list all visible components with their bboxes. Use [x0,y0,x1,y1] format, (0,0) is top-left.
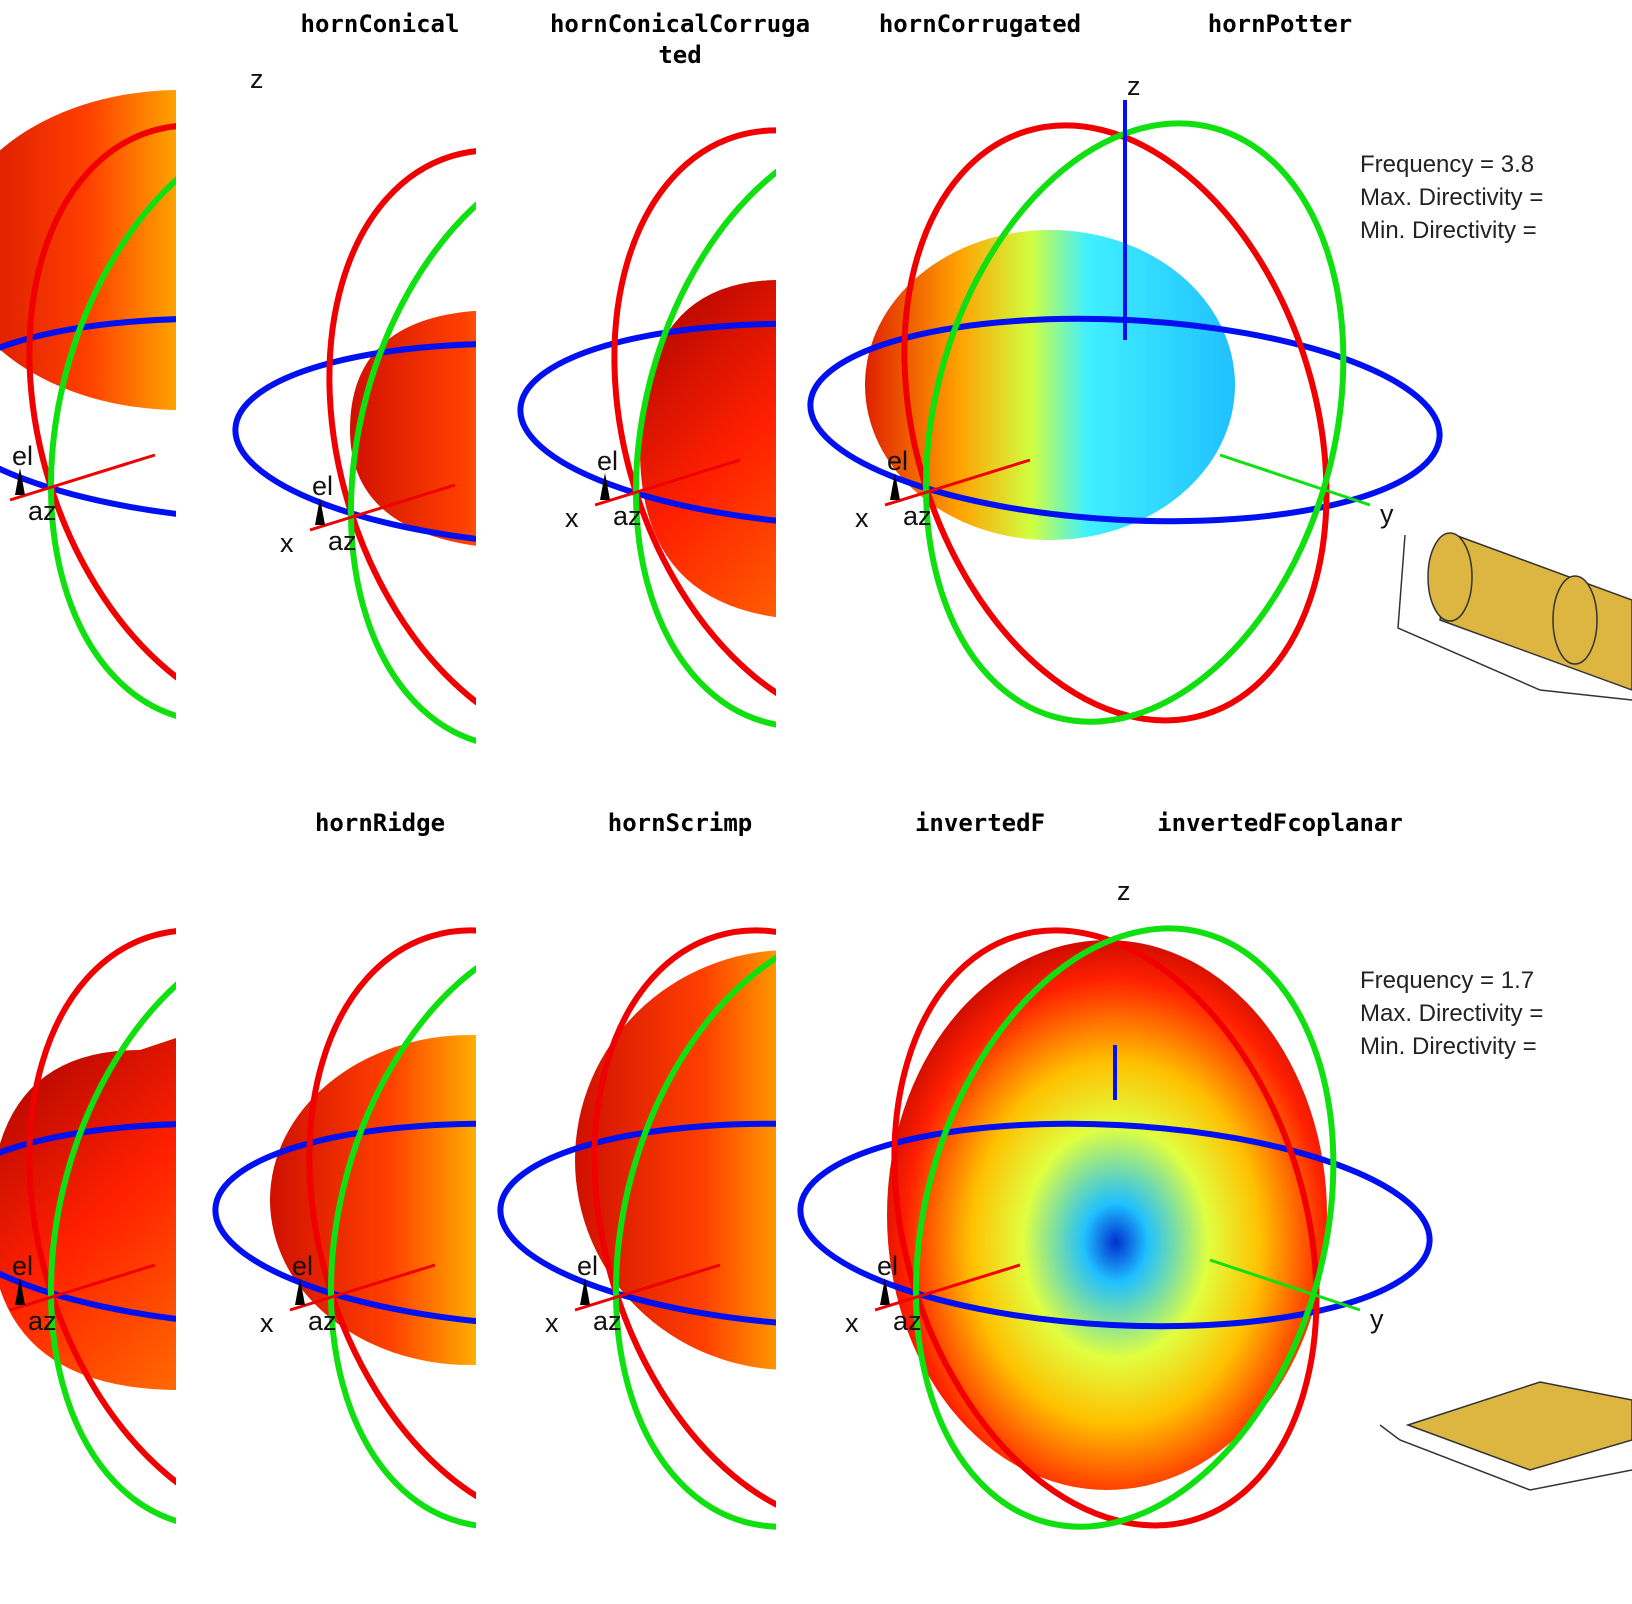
axis-label-x: x [845,1308,859,1338]
axis-label-x: x [855,503,869,533]
radiation-pattern [640,280,776,617]
antenna-plate [1379,1381,1632,1491]
antenna-cylinder [1397,532,1632,701]
pattern-info: Frequency = 3.8 [1360,151,1534,178]
origin-marker [315,498,325,525]
pattern-info: Min. Directivity = [1360,1033,1537,1060]
origin-marker [890,473,900,500]
pattern-info: Min. Directivity = [1360,217,1537,244]
pattern-plot: el az x y z [797,876,1433,1530]
x-axis [874,1263,1021,1312]
azimuth-circle [807,315,1443,525]
radiation-pattern [575,950,776,1370]
elevation-circle-y [47,925,176,1530]
axis-label-z: z [1117,876,1131,906]
axis-label-y: y [1370,1304,1384,1334]
axis-label-x: x [280,528,294,558]
origin-marker [600,473,610,500]
axis-label-az: az [903,501,932,531]
panel-title: hornCorrugated [879,10,1081,38]
panel-title: invertedFcoplanar [1157,809,1403,837]
elevation-circle-y [922,120,1347,725]
axis-label-el: el [312,471,333,501]
panel-title: hornConicalCorruga [550,10,810,38]
pattern-plot: el az x z [232,64,476,750]
azimuth-circle [497,1120,776,1330]
y-axis [1219,453,1371,507]
x-axis [289,1263,436,1312]
origin-marker [295,1278,305,1305]
azimuth-circle [517,320,776,530]
origin-marker [15,1278,25,1305]
panel-title: ted [658,41,701,69]
pattern-plot: el az x [517,125,776,730]
elevation-circle-y [47,120,176,725]
pattern-plot: el az x [497,925,776,1530]
axis-label-el: el [597,446,618,476]
radiation-pattern [270,1035,476,1365]
x-axis [9,1263,156,1312]
axis-label-z: z [250,64,264,94]
axis-label-el: el [292,1251,313,1281]
x-axis [9,453,156,502]
elevation-circle-y [912,925,1337,1530]
pattern-info: Max. Directivity = [1360,184,1543,211]
axis-label-el: el [877,1251,898,1281]
x-axis [594,458,741,507]
azimuth-circle [232,340,476,550]
axis-label-az: az [613,501,642,531]
panel-title: invertedF [915,809,1045,837]
pattern-info: Max. Directivity = [1360,1000,1543,1027]
axis-label-x: x [545,1308,559,1338]
origin-marker [880,1278,890,1305]
axis-label-az: az [28,496,57,526]
axis-label-z: z [1127,71,1141,101]
x-axis [309,483,456,532]
x-axis [574,1263,721,1312]
axis-label-az: az [28,1306,57,1336]
axis-label-el: el [577,1251,598,1281]
panel-title: hornRidge [315,809,445,837]
pattern-plot: el az x y z [807,71,1443,725]
origin-marker [580,1278,590,1305]
axis-label-x: x [565,503,579,533]
radiation-pattern [0,90,176,410]
azimuth-circle [212,1120,476,1330]
azimuth-circle [797,1120,1433,1330]
panel-title: hornScrimp [608,809,753,837]
axis-label-az: az [308,1306,337,1336]
axis-label-y: y [1380,499,1394,529]
elevation-circle-y [612,925,776,1530]
origin-marker [15,468,25,495]
axis-label-x: x [260,1308,274,1338]
axis-label-az: az [893,1306,922,1336]
panel-title: hornPotter [1208,10,1353,38]
axis-label-az: az [328,526,357,556]
pattern-plot: el az x [212,925,476,1530]
elevation-circle-y [327,925,476,1530]
axis-label-el: el [12,1251,33,1281]
panels: elazxelazxzelazxelazxyzhornConicalhornCo… [0,10,1543,1530]
pattern-info: Frequency = 1.7 [1360,967,1534,994]
radiation-pattern [887,940,1327,1490]
axis-label-az: az [593,1306,622,1336]
x-axis [884,458,1031,507]
axis-label-el: el [12,441,33,471]
axis-label-el: el [887,446,908,476]
panel-title: hornConical [301,10,460,38]
elevation-circle-y [632,125,776,730]
y-axis [1209,1258,1361,1312]
elevation-circle-y [347,145,476,750]
radiation-pattern [865,230,1235,540]
